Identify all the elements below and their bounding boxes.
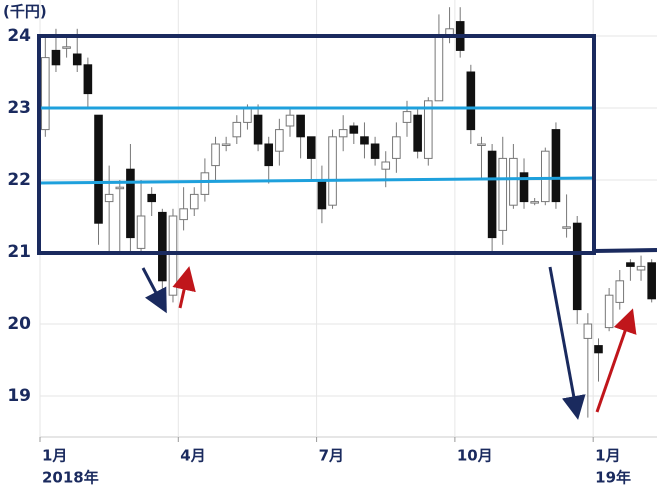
candle-body [243,107,252,123]
candle-body [221,143,231,146]
candle-body [626,262,635,267]
candle-body [126,168,135,239]
x-tick-label: 1月 [42,447,67,465]
candle-body [51,49,61,66]
candle-body [115,186,125,190]
candle-body [179,208,188,221]
arrow-up [172,266,196,309]
candle-body [604,294,614,329]
candle-body [594,345,603,354]
candle-body [370,143,380,159]
candle-body [647,262,656,300]
range-box [37,34,596,255]
candle-body [392,136,401,159]
candle-body [466,71,476,131]
candle-body [562,226,571,229]
candle-body [296,114,305,138]
arrow-up [595,308,637,413]
candle-body [72,53,82,66]
candle-body [83,64,93,95]
candle-body [285,114,295,127]
arrow-down [141,267,167,314]
candle-body [168,215,178,296]
x-tick-label: 4月 [180,447,205,465]
y-tick-label: 24 [7,26,31,46]
candle-body [434,35,444,102]
candle-body [583,323,593,339]
x-tick-label: 10月 [457,447,493,465]
candle-body [381,161,391,170]
candle-body [62,46,71,49]
candle-body [541,150,550,203]
y-tick-label: 19 [7,386,31,406]
y-tick-label: 20 [7,314,31,334]
candle-body [413,114,422,152]
candle-body [487,150,497,239]
y-tick-label: 22 [7,170,31,190]
candle-body [94,114,103,224]
candle-body [328,136,337,206]
candle-body [136,215,146,249]
candle-body [158,211,167,282]
candle-body [498,157,508,231]
x-tick-label: 2018年 [42,469,99,487]
arrow-down [548,266,586,420]
annotations [37,34,657,420]
y-tick-label: 21 [7,242,31,262]
candle-body [519,172,529,203]
candle-body [423,100,433,159]
candle-body [349,125,359,134]
y-tick-label: 23 [7,98,31,118]
candle-body [189,193,199,210]
candle-body [477,143,486,146]
plot-area: 19 20 21 22 23 24 1月 2018年 4月 7月 10月 1月 19年 [7,0,657,487]
candle-body [615,280,625,303]
candle-body [551,129,561,203]
candle-body [232,121,242,138]
candle-body [360,136,369,145]
candle-body [402,111,412,123]
candle-body [306,136,316,159]
x-tick-label: 19年 [595,469,631,487]
candle-body [147,193,156,203]
candle-body [200,172,210,195]
candle-body [253,114,263,145]
support-line [37,176,595,185]
candle-body [338,129,348,138]
candle-body [636,265,646,271]
candle-body [317,179,327,210]
candle-body [264,143,274,167]
candle-body [104,193,114,203]
range-extension [593,248,657,253]
candle-body [572,222,582,311]
unit-label: (千円) [3,3,47,21]
x-tick-label: 7月 [319,447,344,465]
candle-body [211,143,220,167]
candle-body [509,157,518,206]
candle-body [275,129,284,152]
candle-body [41,57,50,131]
candle-body [530,201,539,204]
x-tick-label: 1月 [595,447,620,465]
